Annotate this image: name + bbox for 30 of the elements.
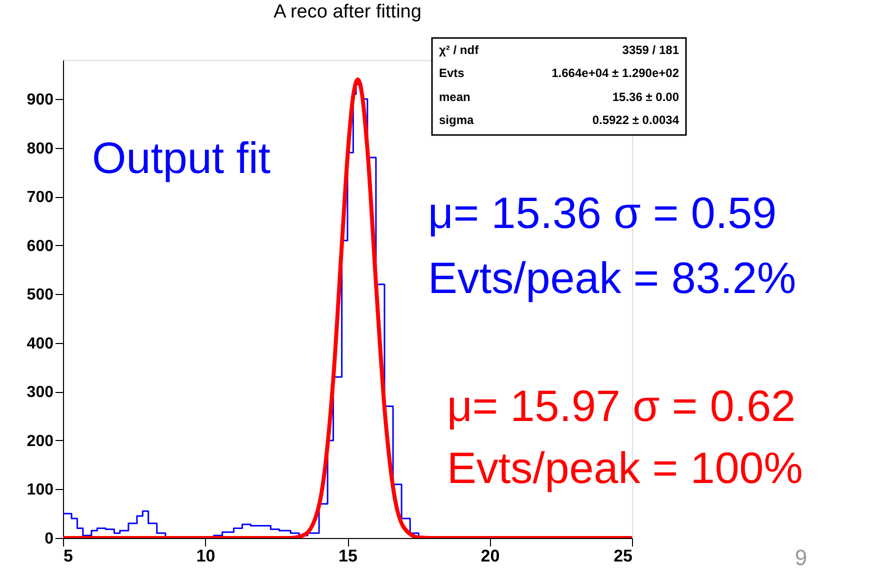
annotation: Evts/peak = 83.2% (428, 254, 796, 303)
y-tick-label: 500 (26, 286, 54, 304)
chart-title: A reco after fitting (274, 1, 422, 22)
annotation: mean (439, 90, 470, 104)
y-tick-label: 200 (26, 432, 54, 450)
y-tick-label: 300 (26, 384, 54, 402)
annotation: 15.36 ± 0.00 (612, 90, 680, 104)
text: 3359 / 181 (622, 43, 680, 57)
annotation: Evts (439, 66, 465, 80)
x-tick-label: 5 (64, 546, 73, 566)
annotation: sigma (439, 113, 474, 127)
x-tick-label: 25 (614, 546, 632, 566)
annotation: μ= 15.97 σ = 0.62 (447, 382, 796, 431)
y-tick-label: 600 (26, 238, 54, 255)
y-tick-label: 700 (26, 189, 54, 206)
y-tick-label: 100 (26, 482, 54, 499)
text: 9 (794, 545, 808, 570)
y-tick-label: 900 (26, 92, 54, 109)
x-tick-label: 10 (196, 546, 216, 566)
y-tick-label: 400 (26, 335, 54, 352)
x-tick-label: 15 (338, 546, 358, 566)
annotation: Output fit (92, 134, 271, 183)
annotation: μ= 15.36 σ = 0.59 (428, 189, 777, 238)
x-tick-label: 20 (480, 546, 500, 566)
y-tick-label: 0 (44, 530, 54, 548)
text: χ² / ndf (439, 43, 480, 57)
annotation: Evts/peak = 100% (447, 444, 803, 493)
annotation: 0.5922 ± 0.0034 (592, 113, 680, 127)
y-tick-label: 800 (26, 140, 54, 158)
annotation: 1.664e+04 ± 1.290e+02 (552, 66, 680, 80)
